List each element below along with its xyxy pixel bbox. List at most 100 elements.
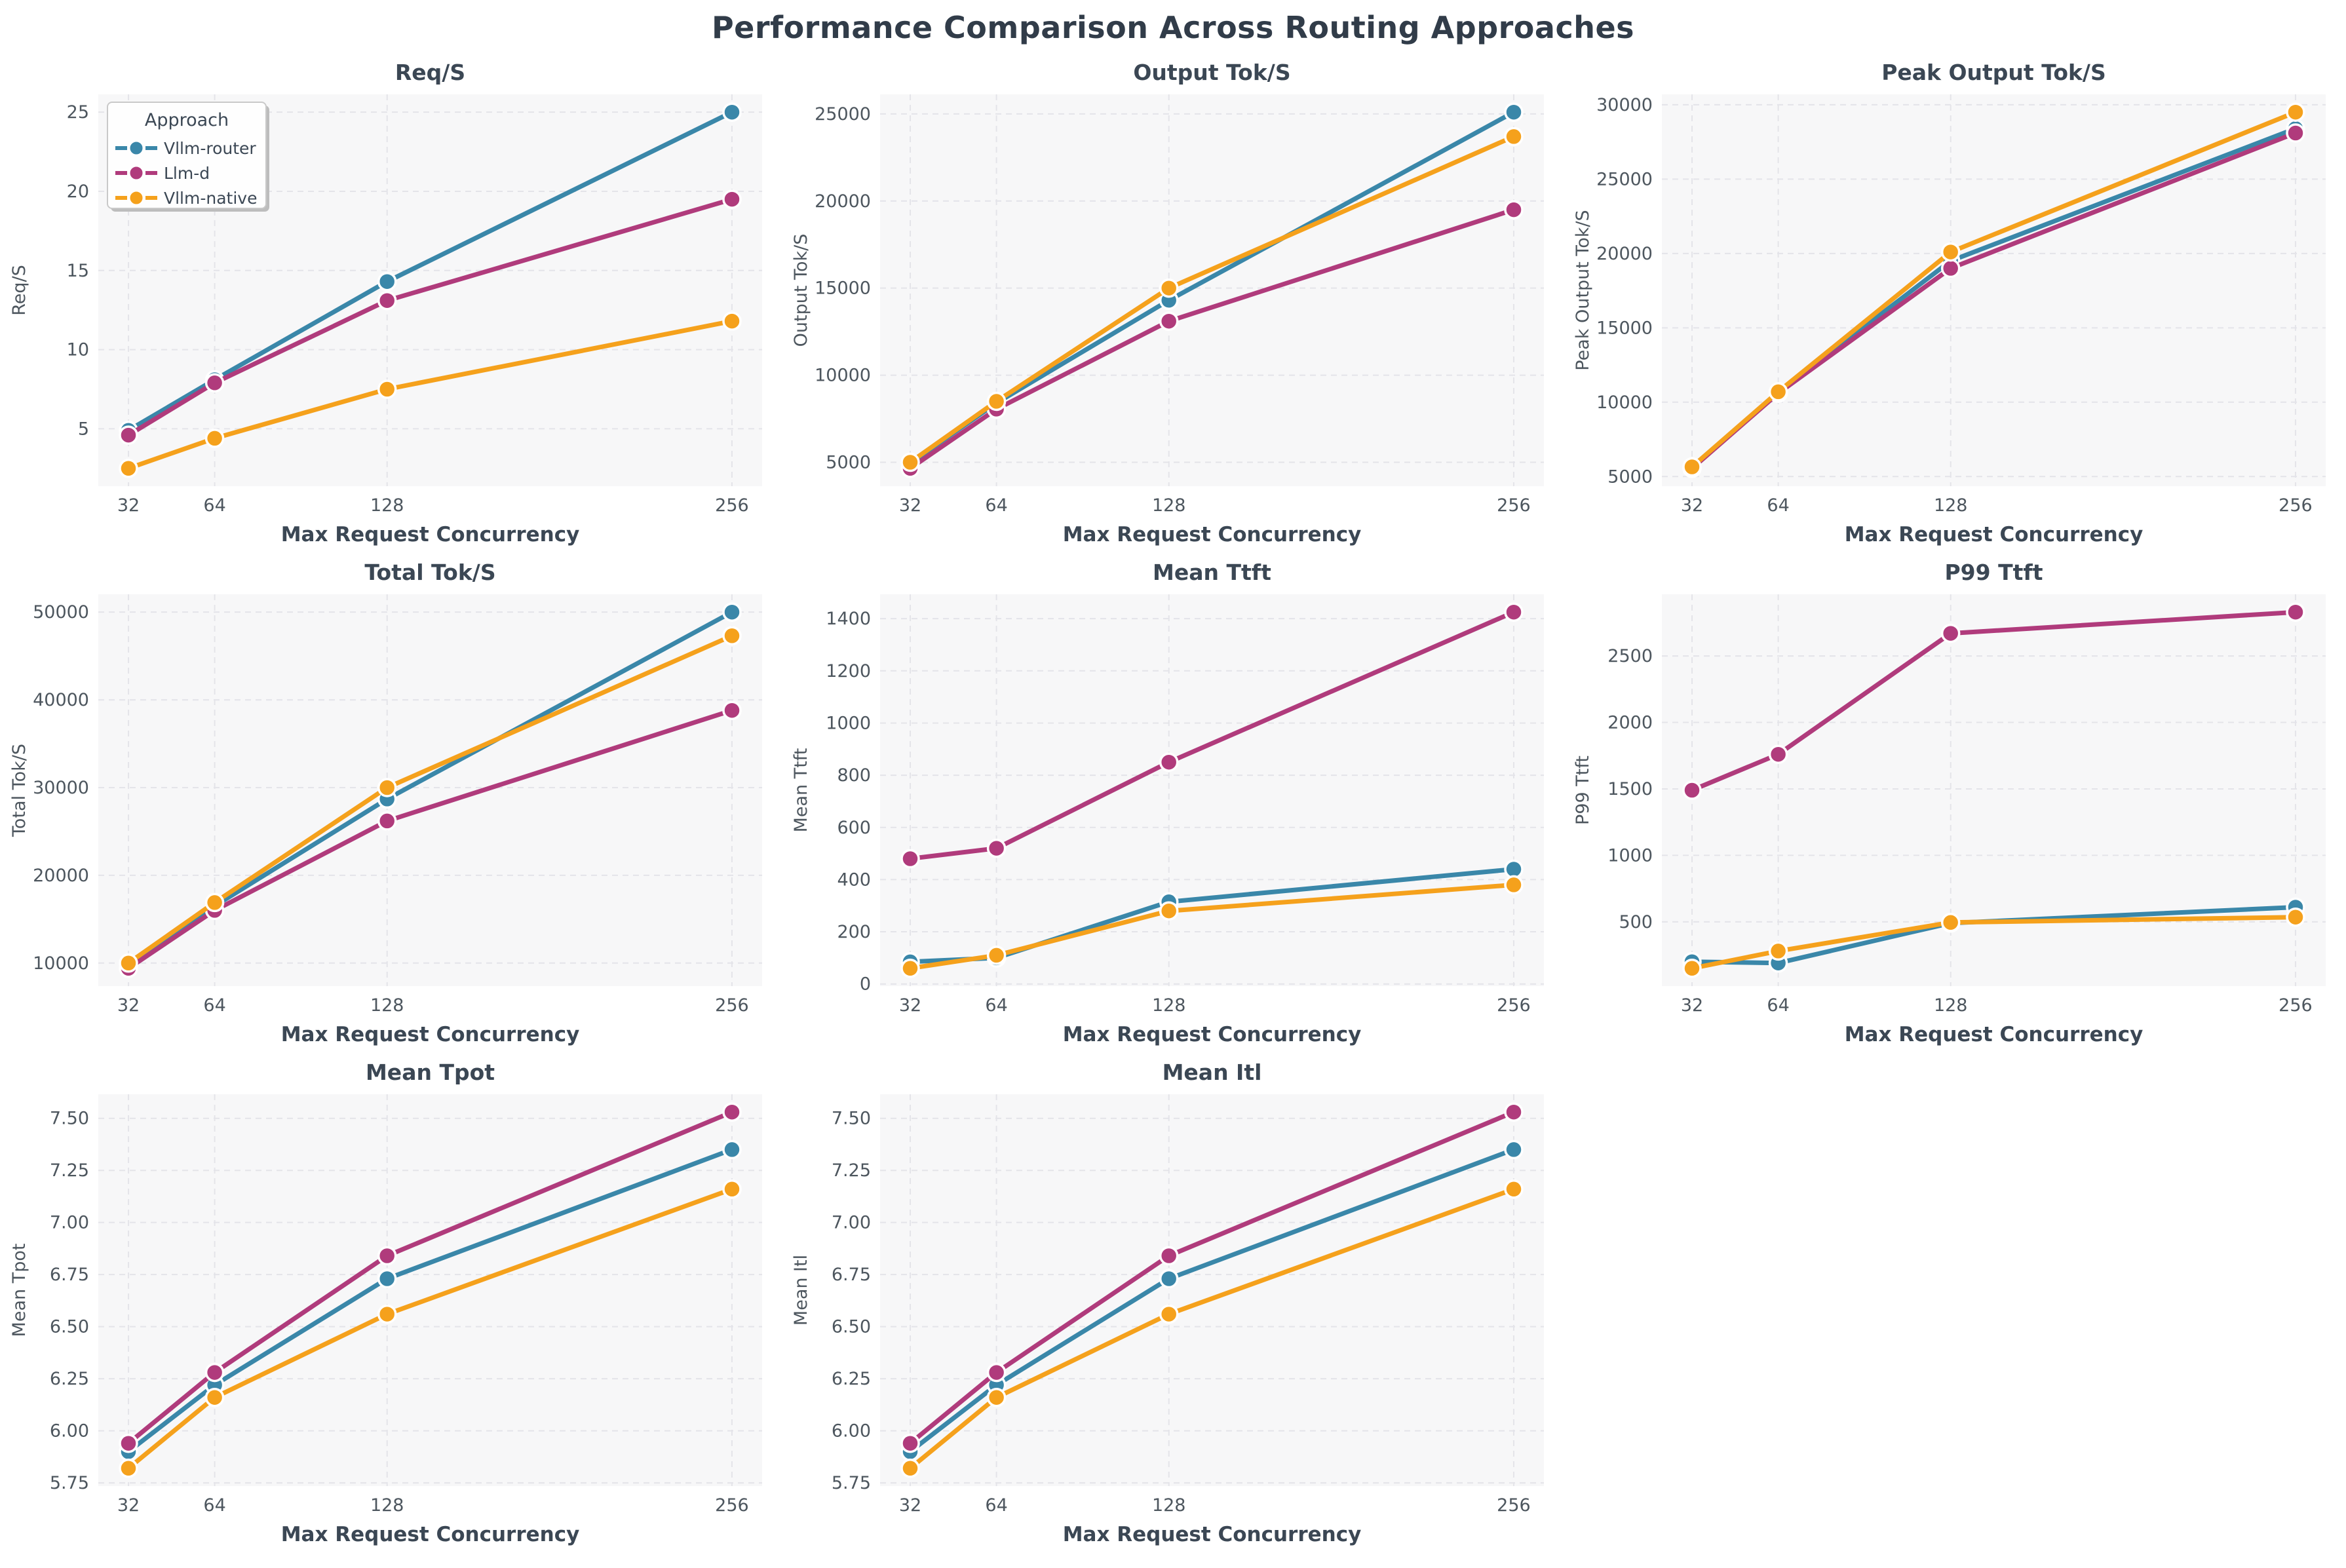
- data-point-vllm-native: [204, 892, 225, 913]
- y-tick-label: 10000: [1596, 392, 1653, 413]
- chart-canvas-output-tok-s: 5000 10000 15000 20000 25000 32 64 128 256 Output…: [791, 60, 1544, 546]
- data-point-llm-d: [722, 700, 742, 720]
- x-axis-label: Max Request Concurrency: [1845, 523, 2144, 546]
- y-tick-label: 600: [837, 818, 871, 838]
- data-point-vllm-native: [1682, 457, 1702, 477]
- y-tick-label: 800: [837, 765, 871, 786]
- series-line-vllm-native: [1689, 109, 2298, 469]
- data-point-vllm-router: [377, 1269, 397, 1289]
- legend-marker-dot-vllm-native: [128, 189, 145, 206]
- series-line-vllm-native: [126, 318, 735, 471]
- data-point-vllm-native: [986, 946, 1007, 965]
- data-point-llm-d: [119, 1433, 138, 1453]
- series-line-vllm-native: [1689, 915, 2298, 971]
- y-tick-label: 15: [67, 261, 89, 281]
- subplot-output-tok-s: 5000 10000 15000 20000 25000 32 64 128 256 Output…: [782, 55, 1564, 555]
- x-axis-label: Max Request Concurrency: [281, 523, 580, 546]
- x-tick-label: 256: [1497, 1495, 1531, 1516]
- x-tick-label: 32: [1681, 495, 1703, 516]
- series-line-llm-d: [908, 1109, 1516, 1446]
- data-point-vllm-router: [1504, 102, 1524, 122]
- data-point-vllm-native: [1768, 382, 1788, 402]
- series-line-vllm-router: [908, 1147, 1516, 1454]
- x-tick-label: 256: [2279, 995, 2313, 1016]
- x-axis-label: Max Request Concurrency: [281, 1023, 580, 1046]
- data-point-vllm-native: [722, 1179, 742, 1199]
- x-tick-label: 128: [1152, 995, 1186, 1016]
- data-point-vllm-native: [1682, 959, 1702, 978]
- y-axis-label: Req/S: [9, 265, 29, 316]
- y-tick-label: 7.50: [832, 1109, 871, 1129]
- data-point-vllm-native: [1504, 875, 1524, 895]
- x-tick-label: 128: [1934, 995, 1968, 1016]
- page-title: Performance Comparison Across Routing Ap…: [711, 10, 1635, 45]
- y-tick-label: 400: [837, 870, 871, 890]
- data-point-llm-d: [204, 373, 225, 393]
- y-tick-label: 25000: [815, 104, 871, 124]
- data-point-llm-d: [2286, 123, 2305, 143]
- data-point-llm-d: [900, 1433, 920, 1453]
- data-point-vllm-native: [1768, 941, 1788, 961]
- x-tick-label: 256: [715, 495, 749, 516]
- y-tick-label: 1000: [1607, 845, 1653, 866]
- y-axis-label: Total Tok/S: [9, 744, 29, 837]
- x-tick-label: 256: [1497, 995, 1531, 1016]
- series-line-vllm-native: [126, 1187, 735, 1471]
- data-point-llm-d: [119, 425, 138, 445]
- legend-title: Approach: [145, 110, 229, 130]
- x-axis-label: Max Request Concurrency: [1063, 523, 1362, 546]
- y-axis-label: P99 Ttft: [1573, 755, 1593, 825]
- y-tick-label: 5: [78, 419, 89, 439]
- x-tick-label: 64: [1767, 995, 1789, 1016]
- subplot-title: Mean Itl: [1163, 1060, 1262, 1085]
- plot-area: [880, 94, 1544, 486]
- x-tick-label: 64: [203, 995, 225, 1016]
- legend-box: [107, 102, 267, 209]
- data-point-vllm-native: [900, 452, 920, 472]
- y-tick-label: 6.25: [832, 1369, 871, 1389]
- data-point-llm-d: [1682, 780, 1702, 800]
- data-point-vllm-native: [119, 459, 138, 478]
- data-point-vllm-native: [722, 626, 742, 646]
- y-tick-label: 20: [67, 182, 89, 202]
- subplot-mean-itl: 5.75 6.00 6.25 6.50 6.75 7.00 7.25 7.50 32 64 128 2…: [782, 1055, 1564, 1555]
- plot-area: [880, 1094, 1544, 1486]
- data-point-vllm-native: [1159, 278, 1179, 298]
- chart-canvas-p99-ttft: 500 1000 1500 2000 2500 32 64 128 256 P99 Ttft Max…: [1573, 560, 2326, 1046]
- series-line-vllm-router: [126, 1147, 735, 1454]
- x-tick-label: 64: [985, 495, 1007, 516]
- subplot-title: Req/S: [395, 60, 465, 85]
- subplot-title: P99 Ttft: [1944, 560, 2043, 585]
- data-point-vllm-native: [900, 1459, 920, 1478]
- series-line-vllm-native: [908, 882, 1516, 971]
- x-tick-label: 32: [117, 995, 140, 1016]
- data-point-llm-d: [986, 838, 1007, 858]
- chart-canvas-mean-tpot: 5.75 6.00 6.25 6.50 6.75 7.00 7.25 7.50 32 64 128 2…: [9, 1060, 762, 1546]
- y-tick-label: 5000: [826, 453, 871, 473]
- data-point-llm-d: [722, 189, 742, 209]
- y-tick-label: 10000: [33, 953, 89, 974]
- data-point-vllm-native: [1504, 1179, 1524, 1199]
- y-tick-label: 30000: [33, 778, 89, 798]
- data-point-llm-d: [722, 1102, 742, 1122]
- y-tick-label: 25000: [1596, 169, 1653, 189]
- plot-area: [98, 594, 762, 986]
- y-tick-label: 20000: [33, 866, 89, 886]
- x-axis-label: Max Request Concurrency: [1063, 1523, 1362, 1546]
- legend-label-vllm-router: Vllm-router: [164, 139, 256, 158]
- x-tick-label: 128: [370, 995, 404, 1016]
- x-tick-label: 256: [2279, 495, 2313, 516]
- data-point-vllm-native: [722, 311, 742, 331]
- subplot-title: Mean Tpot: [366, 1060, 495, 1085]
- y-tick-label: 10000: [815, 366, 871, 386]
- y-tick-label: 7.25: [50, 1160, 89, 1181]
- y-axis-label: Mean Tpot: [9, 1244, 29, 1337]
- y-tick-label: 0: [860, 974, 871, 995]
- subplot-peak-output-tok-s: 5000 10000 15000 20000 25000 30000 32 64 128 256 P…: [1564, 55, 2345, 555]
- series-line-llm-d: [126, 197, 735, 438]
- data-point-llm-d: [1504, 200, 1524, 220]
- data-point-vllm-native: [900, 959, 920, 978]
- y-tick-label: 30000: [1596, 95, 1653, 115]
- data-point-llm-d: [1504, 602, 1524, 622]
- y-tick-label: 7.25: [832, 1160, 871, 1181]
